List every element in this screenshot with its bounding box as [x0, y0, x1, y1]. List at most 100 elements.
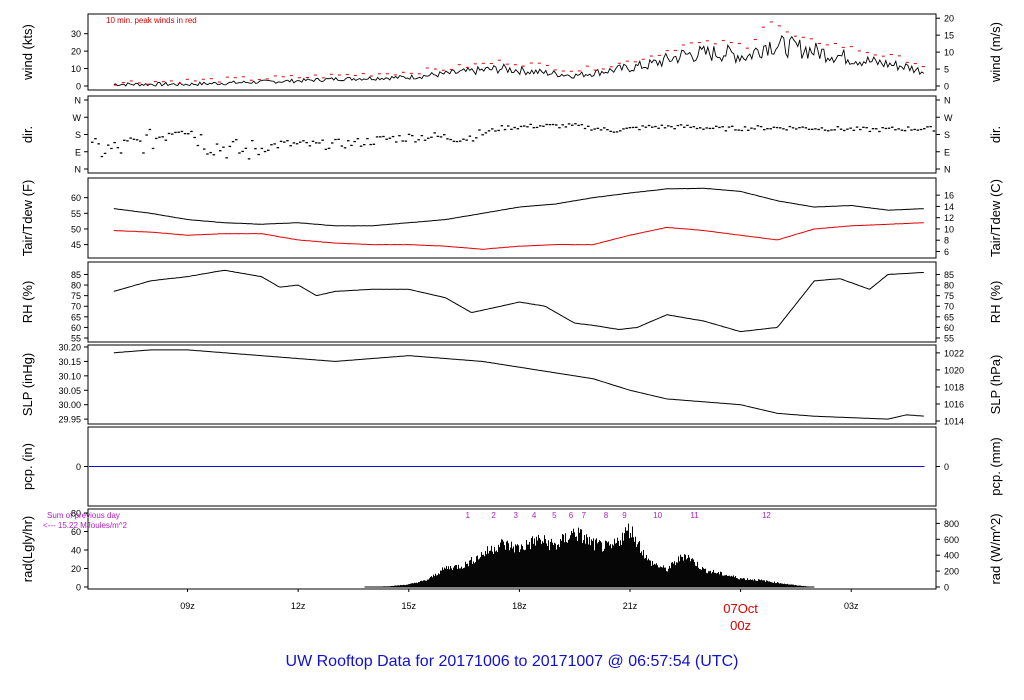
ytick-label: 80	[71, 509, 81, 519]
ytick-right-label: 1020	[944, 365, 964, 375]
ytick-label: 55	[71, 334, 81, 344]
ytick-label: 70	[71, 302, 81, 312]
ytick-right-label: 1022	[944, 348, 964, 358]
ytick-right-label: S	[944, 130, 950, 140]
peak-label: 5	[552, 511, 557, 520]
ytick-label: 29.95	[58, 415, 81, 425]
ytick-label: E	[75, 147, 81, 157]
series-line-temperature-1	[113, 222, 924, 250]
ytick-label: 60	[71, 323, 81, 333]
ytick-label: 65	[71, 312, 81, 322]
ytick-label: W	[73, 113, 82, 123]
ylabel-left-temperature: Tair/Tdew (F)	[20, 180, 35, 257]
ytick-label: 0	[76, 82, 81, 92]
series-line-wind-0	[113, 35, 925, 87]
peak-label: 7	[582, 511, 587, 520]
panel-frame-rad	[87, 508, 937, 590]
ylabel-left-wind: wind (kts)	[20, 24, 35, 81]
xtick-label: 09z	[180, 601, 195, 611]
series-line-slp-0	[113, 349, 924, 420]
date-label: 07Oct	[723, 601, 758, 616]
ytick-label: 55	[71, 209, 81, 219]
ytick-right-label: 70	[944, 302, 954, 312]
ylabel-left-slp: SLP (inHg)	[20, 353, 35, 416]
ytick-label: 60	[71, 527, 81, 537]
peak-label: 4	[532, 511, 537, 520]
series-line-rh-0	[113, 269, 924, 333]
ytick-right-label: 12	[944, 213, 954, 223]
ylabel-right-rh: RH (%)	[988, 281, 1003, 324]
ytick-label: 0	[76, 462, 81, 472]
ytick-label: 60	[71, 193, 81, 203]
ytick-right-label: 20	[944, 14, 954, 24]
ytick-right-label: 6	[944, 247, 949, 257]
ytick-label: 80	[71, 281, 81, 291]
ylabel-right-wind: wind (m/s)	[988, 22, 1003, 83]
ytick-label: 30.00	[58, 400, 81, 410]
ytick-right-label: N	[944, 96, 951, 106]
ytick-right-label: W	[944, 113, 953, 123]
peak-label: 9	[622, 511, 627, 520]
ytick-right-label: 15	[944, 31, 954, 41]
ytick-right-label: 5	[944, 65, 949, 75]
ylabel-left-pcp: pcp. (in)	[20, 443, 35, 490]
rad-annotation-line2: <--- 15.22 MJoules/m^2	[43, 521, 128, 530]
ytick-right-label: 400	[944, 551, 959, 561]
ytick-label: 0	[76, 583, 81, 593]
peak-label: 3	[513, 511, 518, 520]
ylabel-left-dir: dir.	[20, 126, 35, 143]
ytick-label: 30.20	[58, 343, 81, 353]
ytick-label: N	[75, 165, 82, 175]
rad-annotation-line1: Sum of previous day	[47, 511, 120, 520]
xtick-label: 15z	[402, 601, 417, 611]
ytick-right-label: 0	[944, 462, 949, 472]
ylabel-right-dir: dir.	[988, 126, 1003, 143]
ytick-label: 30.05	[58, 386, 81, 396]
peak-label: 6	[569, 511, 574, 520]
ytick-right-label: 60	[944, 323, 954, 333]
ytick-right-label: 200	[944, 567, 959, 577]
ytick-right-label: N	[944, 165, 951, 175]
peak-label: 2	[491, 511, 496, 520]
peak-label: 10	[653, 511, 662, 520]
ytick-right-label: 8	[944, 236, 949, 246]
ytick-right-label: 55	[944, 334, 954, 344]
panel-frame-rh	[87, 261, 937, 343]
ytick-right-label: E	[944, 147, 950, 157]
ytick-label: 20	[71, 47, 81, 57]
ytick-right-label: 14	[944, 202, 954, 212]
xtick-label: 12z	[291, 601, 306, 611]
ylabel-left-rad: rad(Lgly/hr)	[20, 516, 35, 582]
ytick-label: 30	[71, 29, 81, 39]
x-axis: 09z 12z 15z 18z 21z 03z 07Oct 00z	[180, 589, 859, 633]
ytick-right-label: 10	[944, 48, 954, 58]
ylabel-right-slp: SLP (hPa)	[988, 355, 1003, 415]
peak-label: 8	[604, 511, 609, 520]
ytick-label: N	[75, 96, 82, 106]
ytick-label: 30.15	[58, 357, 81, 367]
ytick-right-label: 0	[944, 82, 949, 92]
ytick-right-label: 1018	[944, 382, 964, 392]
panel-pcp: 0 0 pcp. (in) pcp. (mm)	[20, 426, 1003, 507]
peak-label: 12	[762, 511, 771, 520]
date-time-label: 00z	[730, 618, 751, 633]
ytick-right-label: 65	[944, 312, 954, 322]
ytick-label: 10	[71, 64, 81, 74]
peak-label: 11	[690, 511, 699, 520]
panel-frame-slp	[87, 344, 937, 425]
ytick-label: 50	[71, 224, 81, 234]
ytick-right-label: 85	[944, 270, 954, 280]
ylabel-right-pcp: pcp. (mm)	[988, 437, 1003, 496]
series-line-temperature-0	[113, 187, 924, 227]
ytick-right-label: 16	[944, 191, 954, 201]
ytick-label: 30.10	[58, 371, 81, 381]
xtick-label: 03z	[844, 601, 859, 611]
chart-title: UW Rooftop Data for 20171006 to 20171007…	[286, 653, 739, 670]
ytick-label: 20	[71, 564, 81, 574]
